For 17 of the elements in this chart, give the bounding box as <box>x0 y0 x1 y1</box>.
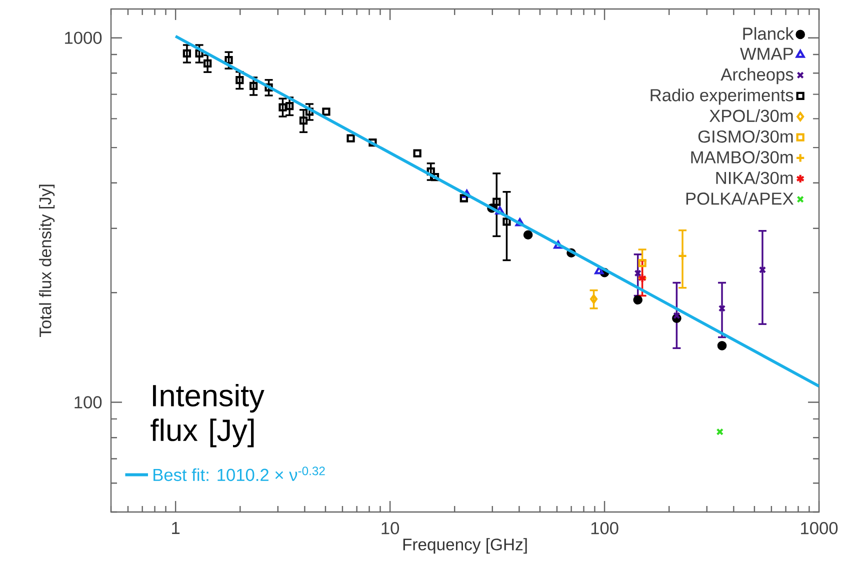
legend-label: Archeops <box>720 68 794 84</box>
y-axis-title: Total flux density [Jy] <box>39 184 55 337</box>
x-tick-label: 100 <box>591 522 618 534</box>
x-tick-label: 1000 <box>801 522 838 534</box>
legend-label: NIKA/30m <box>716 171 793 184</box>
legend-label: Radio experiments <box>650 88 794 105</box>
legend-label: XPOL/30m <box>709 109 793 122</box>
text: Best fit: 1010.2 × ν$^{-0.32}$ <box>154 466 325 482</box>
legend-label: Planck <box>743 27 794 40</box>
x-tick-label: 1 <box>172 522 180 534</box>
x-tick-label: 10 <box>382 522 400 534</box>
legend-label: GISMO/30m <box>698 130 793 143</box>
annotation: Intensity flux [Jy] <box>150 384 264 448</box>
legend-label: MAMBO/30m <box>691 150 793 164</box>
legend-label: POLKA/APEX <box>686 192 794 205</box>
legend-label: WMAP <box>740 48 793 60</box>
x-axis-title: Frequency [GHz] <box>403 538 527 554</box>
